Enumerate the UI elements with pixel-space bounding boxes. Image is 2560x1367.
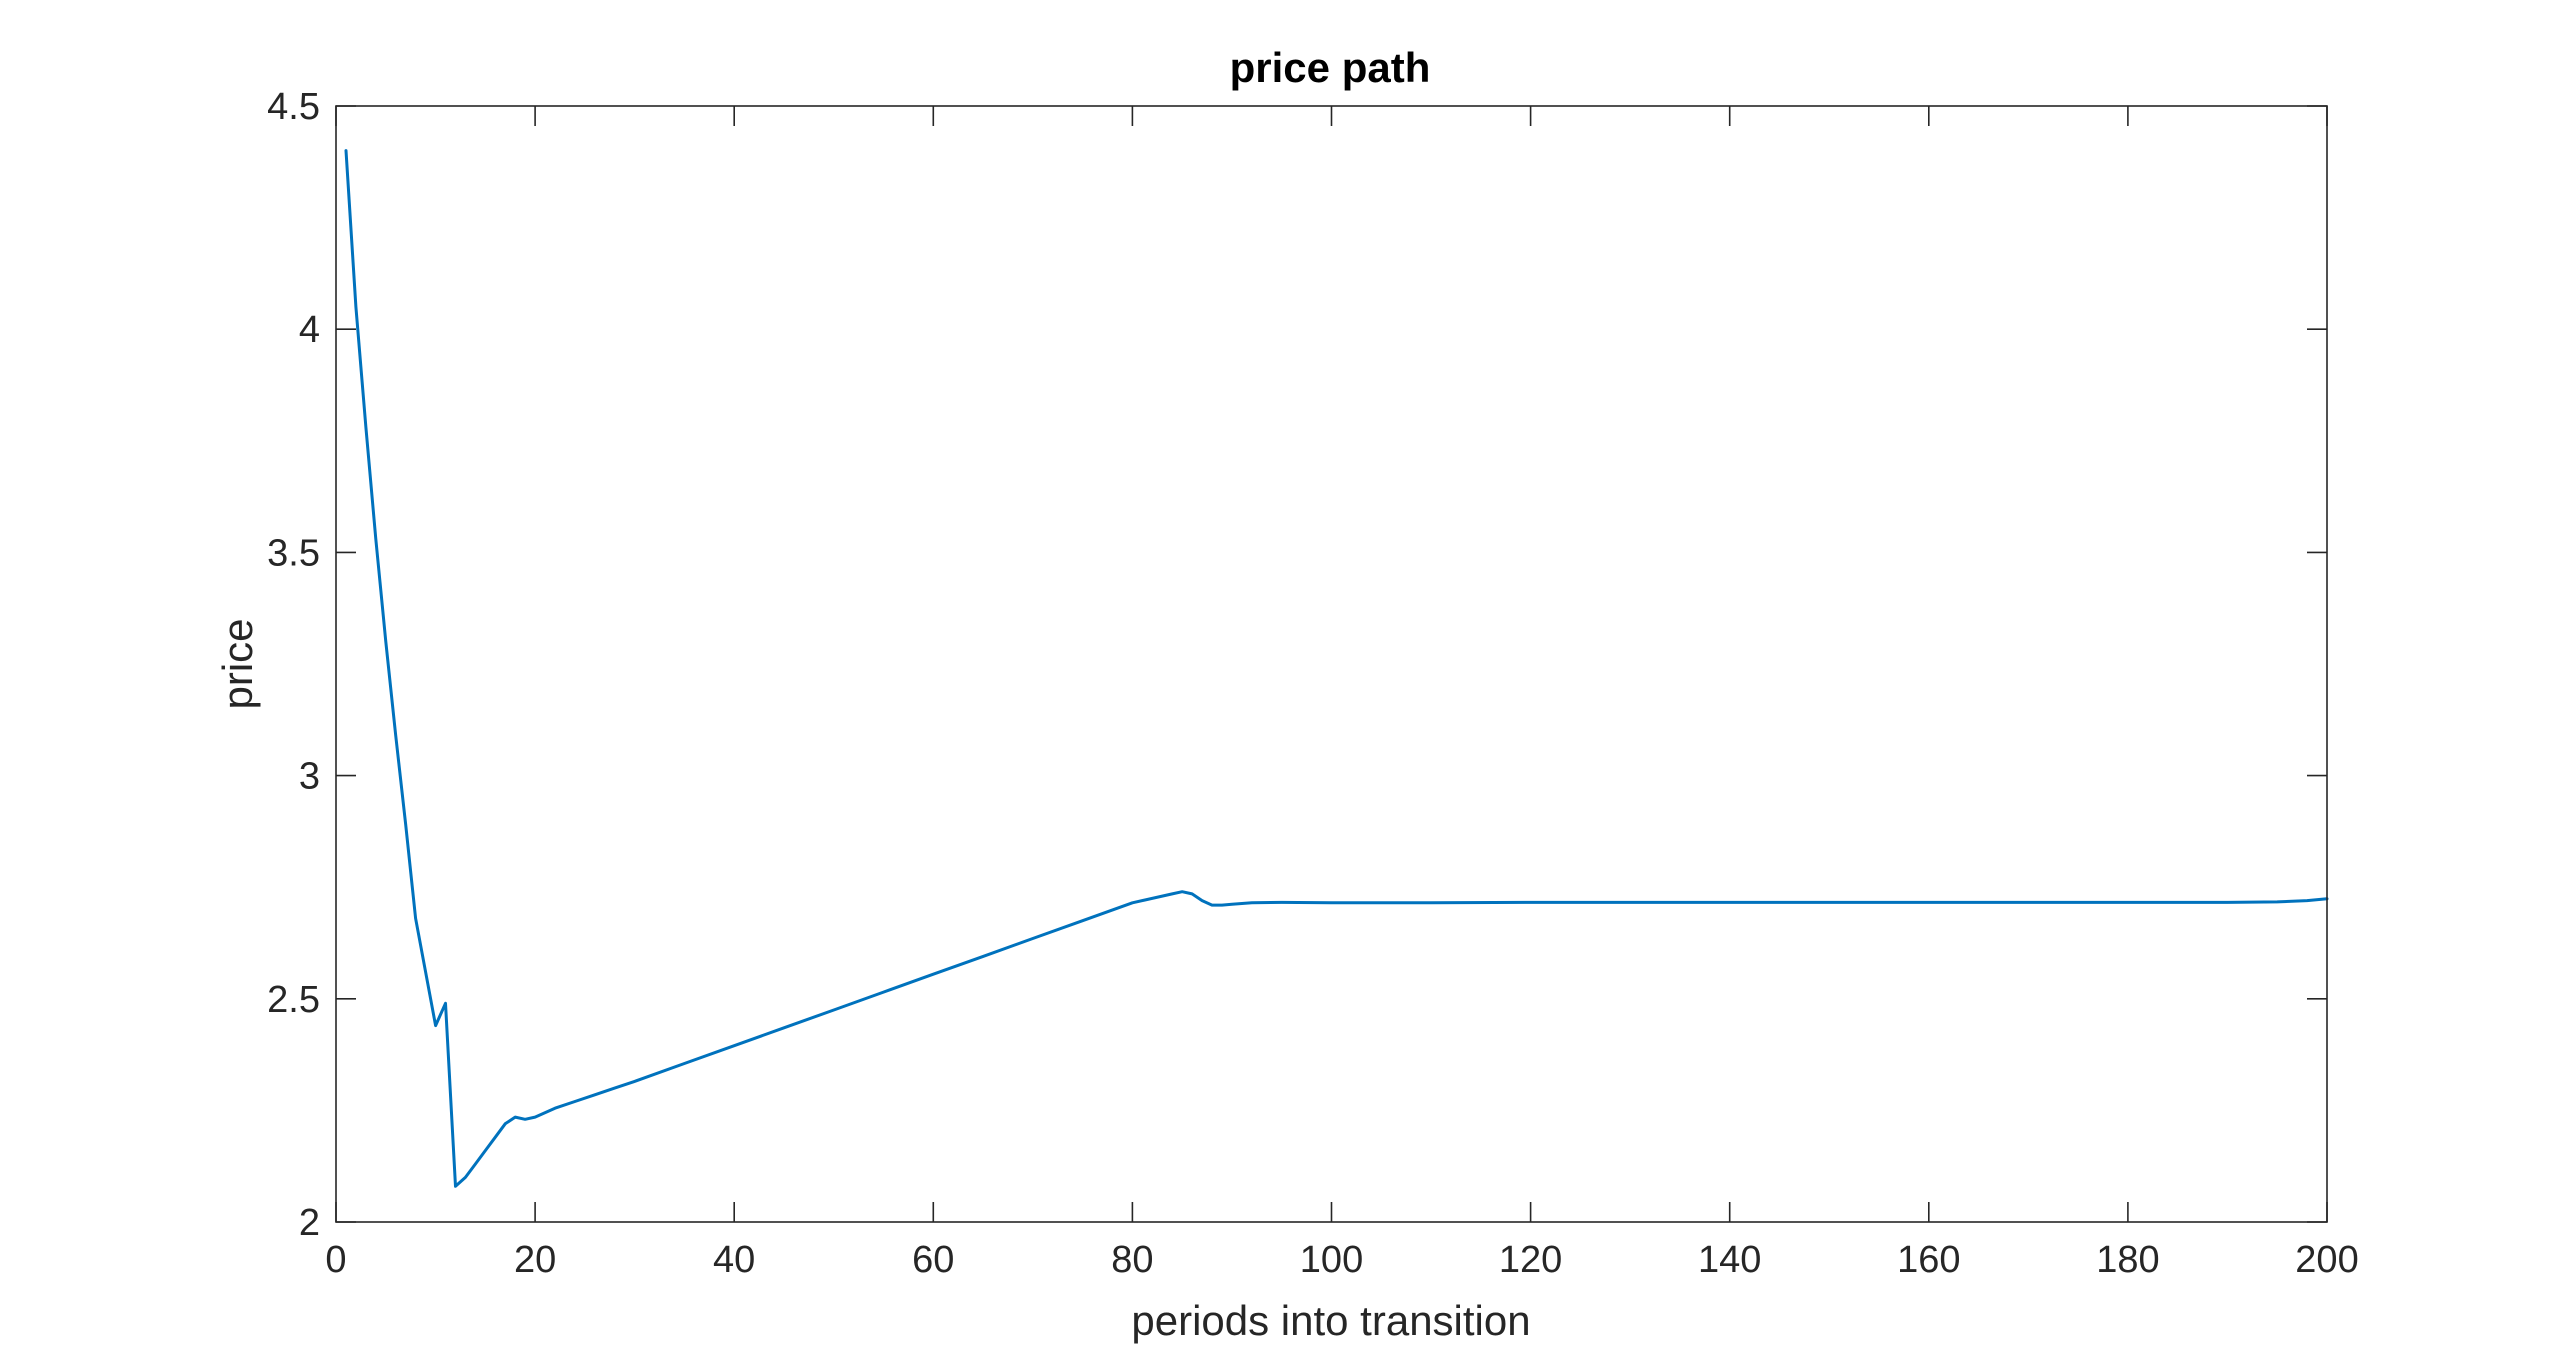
x-tick-label: 60 (912, 1239, 954, 1281)
y-tick-label: 4.5 (267, 86, 320, 128)
x-tick-label: 120 (1499, 1239, 1562, 1281)
y-tick-label: 2 (299, 1202, 320, 1244)
y-tick-label: 3.5 (267, 532, 320, 574)
series-layer (344, 149, 2329, 1188)
plot-frame (335, 105, 2328, 1223)
x-tick-label: 20 (514, 1239, 556, 1281)
x-tick-label: 200 (2295, 1239, 2358, 1281)
y-axis-label: price (214, 618, 261, 709)
tick-labels-layer: 0 20 40 60 80 100 120 140 160 180 200 2 2.5 3 3.5 4 4.5 (267, 86, 2359, 1281)
y-tick-label: 4 (299, 309, 320, 351)
x-axis-label: periods into transition (1131, 1297, 1530, 1344)
x-tick-label: 160 (1897, 1239, 1960, 1281)
x-tick-label: 80 (1111, 1239, 1153, 1281)
y-tick-label: 3 (299, 756, 320, 798)
chart-title: price path (1230, 44, 1431, 91)
series-line-price (344, 149, 2329, 1188)
x-tick-label: 40 (713, 1239, 755, 1281)
x-tick-label: 100 (1300, 1239, 1363, 1281)
y-tick-label: 2.5 (267, 979, 320, 1021)
x-tick-label: 140 (1698, 1239, 1761, 1281)
ticks-layer (335, 105, 2328, 1223)
x-tick-label: 180 (2096, 1239, 2159, 1281)
x-tick-label: 0 (325, 1239, 346, 1281)
